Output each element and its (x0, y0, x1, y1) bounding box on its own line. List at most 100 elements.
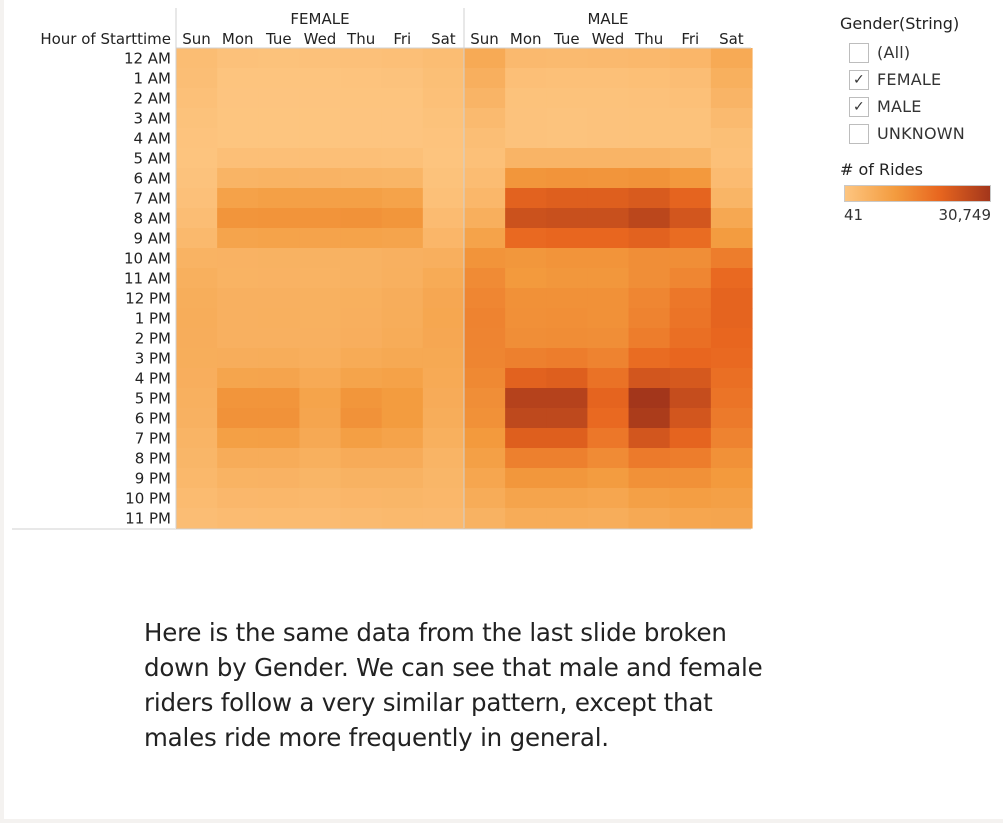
heatmap-cell (258, 448, 301, 469)
heatmap-cell (340, 448, 383, 469)
heatmap-cell (176, 248, 218, 269)
heatmap-cell (464, 168, 506, 189)
heatmap-cell (217, 448, 259, 469)
heatmap-cell (505, 108, 547, 129)
color-scale-bar (844, 185, 991, 202)
heatmap-cell (546, 468, 589, 489)
checkbox-all[interactable] (849, 42, 869, 63)
heatmap-cell (669, 308, 712, 329)
heatmap-cell (628, 208, 671, 229)
heatmap-cell (546, 88, 589, 109)
day-label: Tue (553, 30, 580, 48)
heatmap-cell (258, 168, 301, 189)
heatmap-cell (299, 428, 342, 449)
heatmap-cell (546, 208, 589, 229)
heatmap-cell (217, 328, 259, 349)
heatmap-cell (628, 428, 671, 449)
heatmap-cell (505, 448, 547, 469)
filter-option-all[interactable]: (All) (840, 39, 1000, 66)
heatmap-cell (669, 428, 712, 449)
hour-label: 2 PM (135, 330, 171, 348)
checkbox-unknown[interactable] (849, 123, 869, 144)
hour-label: 7 AM (133, 190, 171, 208)
heatmap-cell (464, 468, 506, 489)
heatmap-cell (464, 448, 506, 469)
heatmap-cell (381, 228, 424, 249)
heatmap-cell (546, 148, 589, 169)
filter-option-male[interactable]: ✓ MALE (840, 93, 1000, 120)
heatmap-cell (381, 88, 424, 109)
heatmap-cell (669, 188, 712, 209)
heatmap-cell (587, 488, 630, 509)
heatmap-cell (299, 468, 342, 489)
heatmap-cell (710, 248, 753, 269)
heatmap-cell (669, 168, 712, 189)
day-label: Sun (470, 30, 499, 48)
heatmap-cell (422, 188, 465, 209)
heatmap-cell (710, 308, 753, 329)
heatmap-cell (381, 268, 424, 289)
heatmap-cell (587, 408, 630, 429)
heatmap-cell (587, 468, 630, 489)
checkbox-male[interactable]: ✓ (849, 96, 869, 117)
heatmap-cell (628, 408, 671, 429)
heatmap-cell (710, 128, 753, 149)
heatmap-cell (422, 88, 465, 109)
heatmap-cell (422, 228, 465, 249)
heatmap-cell (464, 228, 506, 249)
hour-label: 8 PM (135, 450, 171, 468)
heatmap-cell (381, 448, 424, 469)
heatmap-cell (299, 448, 342, 469)
heatmap-cell (258, 208, 301, 229)
day-label: Mon (222, 30, 254, 48)
filter-option-female[interactable]: ✓ FEMALE (840, 66, 1000, 93)
heatmap-cell (422, 268, 465, 289)
heatmap-cell (340, 268, 383, 289)
heatmap-cell (381, 288, 424, 309)
heatmap-cell (505, 248, 547, 269)
heatmap-cell (464, 428, 506, 449)
heatmap-cell (669, 128, 712, 149)
heatmap-cell (299, 208, 342, 229)
heatmap-cell (505, 288, 547, 309)
heatmap-cell (381, 68, 424, 89)
heatmap-cell (258, 88, 301, 109)
heatmap-cell (422, 468, 465, 489)
heatmap-cell (340, 68, 383, 89)
heatmap-cell (669, 288, 712, 309)
heatmap-cell (258, 248, 301, 269)
hour-label: 3 AM (133, 110, 171, 128)
filter-option-unknown[interactable]: UNKNOWN (840, 120, 1000, 147)
heatmap-cell (587, 388, 630, 409)
hour-label: 8 AM (133, 210, 171, 228)
heatmap-cell (587, 288, 630, 309)
heatmap-cell (340, 328, 383, 349)
heatmap-cell (587, 308, 630, 329)
heatmap-cell (381, 368, 424, 389)
heatmap-cell (299, 48, 342, 69)
day-label: Wed (592, 30, 625, 48)
heatmap-cell (669, 448, 712, 469)
heatmap-cell (464, 288, 506, 309)
heatmap-cell (340, 488, 383, 509)
heatmap-cell (710, 328, 753, 349)
hour-label: 3 PM (135, 350, 171, 368)
heatmap-cell (710, 228, 753, 249)
check-icon: ✓ (853, 98, 865, 115)
heatmap-cell (505, 428, 547, 449)
checkbox-female[interactable]: ✓ (849, 69, 869, 90)
heatmap-cell (258, 408, 301, 429)
heatmap-cell (628, 168, 671, 189)
heatmap-cell (422, 508, 465, 529)
day-label: Fri (681, 30, 699, 48)
heatmap-cell (546, 48, 589, 69)
heatmap-cell (546, 308, 589, 329)
heatmap-cell (217, 128, 259, 149)
heatmap-cell (340, 148, 383, 169)
heatmap-cell (505, 488, 547, 509)
heatmap-cell (381, 468, 424, 489)
heatmap-cell (587, 368, 630, 389)
heatmap-cell (710, 208, 753, 229)
heatmap-cell (628, 308, 671, 329)
filter-label: FEMALE (877, 70, 942, 89)
